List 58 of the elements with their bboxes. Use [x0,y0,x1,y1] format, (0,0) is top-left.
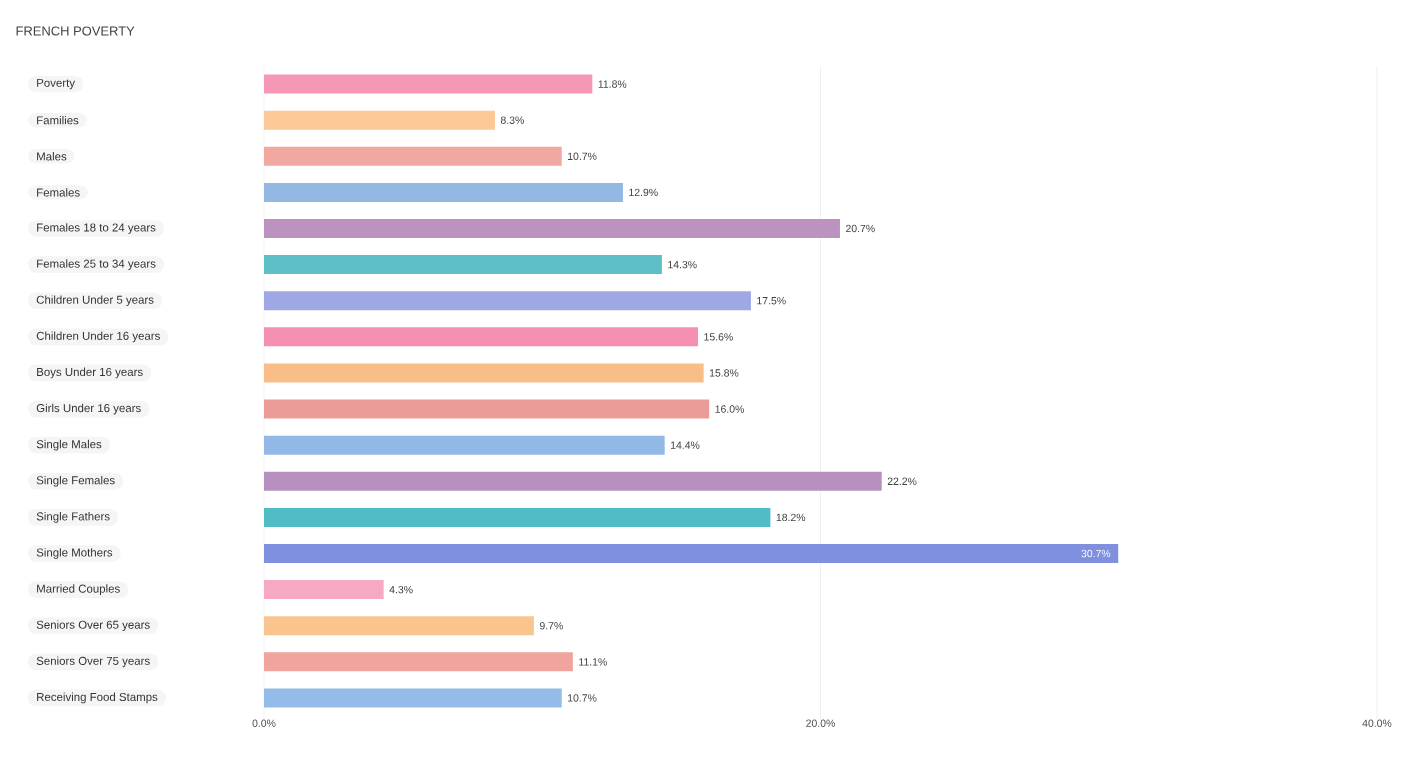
bar [264,255,662,275]
y-tick-label: Single Females [36,475,115,487]
y-tick-label: Poverty [37,78,76,90]
bar [264,507,771,527]
bar [264,652,573,672]
data-label: 10.7% [568,694,597,702]
y-tick-label: Married Couples [37,584,120,595]
y-tick-label: Girls Under 16 years [36,403,141,415]
data-label: 11.1% [579,658,607,666]
bar [264,327,699,347]
bar [264,146,562,166]
bar [264,616,534,636]
data-label: 8.3% [500,116,524,124]
data-label: 17.5% [757,297,786,305]
x-tick-label: 20.0% [806,719,835,727]
data-label: 14.3% [668,260,697,269]
bar [264,363,704,383]
y-tick-label: Boys Under 16 years [37,367,143,379]
data-label: 11.8% [598,80,627,88]
bar [264,435,665,455]
data-label: 12.9% [629,188,658,197]
data-label: 9.7% [539,622,563,630]
text: FRENCH POVERTY [16,26,135,36]
bar [264,544,1119,564]
bar [264,182,623,202]
y-tick-label: Children Under 5 years [36,295,154,307]
data-label: 16.0% [715,405,744,413]
bar [264,471,882,491]
y-tick-label: Single Fathers [36,512,110,523]
bar [264,110,495,130]
y-tick-label: Females [37,188,80,197]
bar [264,580,384,600]
y-tick-label: Seniors Over 65 years [36,620,150,632]
data-label: 15.6% [704,333,733,341]
bar [264,74,593,94]
y-tick-label: Females 25 to 34 years [37,259,156,270]
bar [264,219,840,238]
x-tick-label: 40.0% [1362,719,1392,727]
data-label: 22.2% [887,477,917,485]
y-tick-label: Children Under 16 years [36,331,160,343]
y-tick-label: Males [37,152,67,161]
y-tick-label: Receiving Food Stamps [37,692,158,704]
data-label: 15.8% [709,369,739,377]
data-label: 18.2% [776,513,806,522]
data-label: 20.7% [846,224,875,233]
y-tick-label: Single Males [36,439,102,451]
data-label: 30.7% [1081,549,1111,558]
y-tick-label: Seniors Over 75 years [36,656,150,668]
bar [264,688,562,708]
y-tick-label: Families [37,115,79,125]
y-tick-label: Single Mothers [36,548,113,559]
x-tick-label: 0.0% [252,719,276,727]
data-label: 10.7% [568,152,597,160]
data-label: 14.4% [670,441,700,449]
bar [264,399,710,419]
y-tick-label: Females 18 to 24 years [37,223,156,234]
bar [264,291,751,311]
data-label: 4.3% [389,585,413,594]
